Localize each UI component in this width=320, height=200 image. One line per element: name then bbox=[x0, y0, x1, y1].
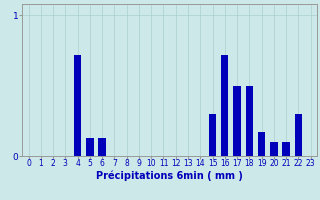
Bar bbox=[86, 138, 93, 156]
X-axis label: Précipitations 6min ( mm ): Précipitations 6min ( mm ) bbox=[96, 171, 243, 181]
Bar bbox=[233, 86, 241, 156]
Bar bbox=[99, 138, 106, 156]
Bar bbox=[209, 114, 216, 156]
Bar bbox=[283, 142, 290, 156]
Bar bbox=[270, 142, 277, 156]
Bar bbox=[258, 132, 265, 156]
Bar bbox=[221, 55, 228, 156]
Bar bbox=[246, 86, 253, 156]
Bar bbox=[74, 55, 81, 156]
Bar bbox=[295, 114, 302, 156]
